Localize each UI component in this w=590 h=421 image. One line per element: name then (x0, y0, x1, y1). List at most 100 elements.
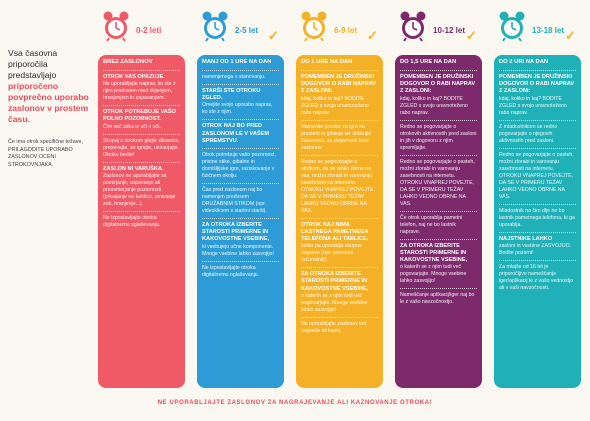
recommendation-row: Z mladostnikom se redno pogovarjajte o n… (499, 121, 576, 149)
recommendation-text: Otrok potrebuje vašo pozornost, pristne … (202, 152, 276, 180)
recommendation-text: Zaslonov ne uporabljajte za pomirjanje, … (103, 172, 176, 207)
age-label: 13-18 let (532, 26, 565, 35)
recommendation-text: o katerih se z njim tudi več pogovarjajt… (400, 264, 467, 285)
recommendation-row: Redno se pogovarjajte o pasteh, možni zl… (499, 149, 576, 205)
recommendation-row: Nameščanje aplikacij/iger naj bo le z va… (400, 289, 477, 309)
recommendation-row: OTROK NAJ NIMA LASTNEGA PAMETNEGA TELEFO… (301, 219, 378, 269)
alarm-clock-icon (400, 11, 426, 42)
age-label: 10-12 let (433, 26, 466, 35)
recommendation-row: ZA OTROKA IZBERITE STAROSTI PRIMERNE IN … (400, 240, 477, 290)
recommendation-title: STARŠI STE OTROKU ZGLED. (202, 88, 261, 102)
recommendation-row: Ne uporabljajte zaslonov kot nagrade ali… (301, 318, 378, 338)
recommendation-text: Redno se pogovarjajte s otrokom, da se l… (301, 158, 376, 214)
intro-panel: Vsa časovna priporočila predstavljajo pr… (8, 48, 94, 169)
recommendation-text: Ne izpostavljajte otroka digitalnemu ogl… (202, 264, 260, 278)
recommendation-text: o katerih se z njim tudi več pogovarjajt… (301, 292, 368, 313)
column-header: DO 1 URE NA DAN (301, 55, 378, 71)
recommendation-row: POMEMBEN JE DRUŽINSKI DOGOVOR O RABI NAP… (400, 71, 477, 121)
age-column: MANJ OD 1 URE NA DAN namenjenoga v stanov… (197, 55, 284, 388)
recommendation-text: kdaj, koliko in kaj? BODITE ZGLED s svoj… (499, 95, 567, 116)
check-icon: ✓ (565, 28, 576, 43)
check-icon: ✓ (466, 28, 477, 43)
recommendation-row: STARŠI STE OTROKU ZGLED. Omejite svojo up… (202, 85, 279, 121)
recommendation-row: ZASLON NI VARUŠKA. Zaslonov ne uporabljaj… (103, 163, 180, 212)
age-column: BREZ ZASLONOV OTROK VAS OPAZUJE. Ne uporab… (98, 55, 185, 388)
age-column: DO 1,5 URE NA DAN POMEMBEN JE DRUŽINSKI D… (395, 55, 482, 388)
recommendation-row: Ne izpostavljajte otroka digitalnemu ogl… (103, 212, 180, 232)
intro-note: Če ima otrok specifične težave, PRILAGOD… (8, 139, 83, 168)
recommendation-text: kdaj, koliko in kaj? BODITE ZGLED s svoj… (301, 95, 369, 116)
recommendation-title: POMEMBEN JE DRUŽINSKI DOGOVOR O RABI NAP… (499, 74, 575, 95)
recommendation-text: kdaj, koliko in kaj? BODITE ZGLED s svoj… (400, 95, 468, 116)
recommendation-text: Mladostnik na čim dlje ne bo lastnik pam… (499, 207, 575, 228)
recommendation-title: ZA OTROKA IZBERITE STAROSTI PRIMERNE IN … (301, 271, 369, 292)
recommendation-row: Skupaj z otrokom glejte slikanice, prepe… (103, 135, 180, 163)
recommendation-text: Ne izpostavljajte otroka digitalnemu ogl… (103, 214, 161, 228)
recommendation-text: Namenite prostor za igre na prostem in g… (301, 123, 372, 151)
recommendation-text: Ne uporabljajte naprav, ko ste z njim pr… (103, 81, 176, 102)
recommendation-text: Skupaj z otrokom glejte slikanice, prepe… (103, 137, 180, 158)
recommendation-row: Ne izpostavljajte otroka digitalnemu ogl… (202, 262, 279, 282)
age-label: 0-2 leti (136, 26, 162, 35)
column-header: DO 1,5 URE NA DAN (400, 55, 477, 71)
recommendation-row: Otrok potrebuje vašo pozornost, pristne … (202, 149, 279, 185)
recommendation-text: zasloni in vsebine ZASVOJIJO. Bodite poz… (499, 242, 572, 256)
recommendation-title: ZA OTROKA IZBERITE STAROSTI PRIMERNE IN … (202, 222, 270, 243)
footer-warning: NE UPORABLJAJTE ZASLONOV ZA NAGRAJEVANJE… (157, 400, 433, 406)
recommendation-text: namenjenoga v stanovanju. (202, 74, 266, 80)
recommendation-row: OTROK VAS OPAZUJE. Ne uporabljajte naprav… (103, 71, 180, 107)
recommendation-row: Če otrok uporablja pametni telefon, naj … (400, 212, 477, 240)
recommendation-text: Čas pred zaslonom naj bo namenjen predvs… (202, 187, 267, 215)
column-header: MANJ OD 1 URE NA DAN (202, 55, 279, 71)
age-column: DO 1 URE NA DAN POMEMBEN JE DRUŽINSKI DOG… (296, 55, 383, 388)
recommendation-title: NAJSTNIKE LAHKO (499, 235, 553, 242)
recommendation-text: Redno se pogovarjajte o pasteh, možni zl… (499, 151, 574, 200)
column-header: DO 2 URI NA DAN (499, 55, 576, 71)
recommendation-text: Čim več stika iz oči v oči. (103, 123, 161, 130)
recommendation-title: OTROK NAJ NIMA LASTNEGA PAMETNEGA TELEFO… (301, 221, 369, 243)
recommendation-row: Čas pred zaslonom naj bo namenjen predvs… (202, 184, 279, 220)
recommendation-text: Redno se pogovarjajte o otrokovih aktivn… (400, 123, 477, 151)
recommendation-title: POMEMBEN JE DRUŽINSKI DOGOVOR O RABI NAP… (301, 74, 377, 95)
recommendation-title: OTROK VAS OPAZUJE. (103, 74, 165, 80)
recommendation-title: OTROK POTREBUJE VAŠO POLNO POZORNOST. (103, 109, 176, 123)
recommendation-text: Če otrok uporablja pametni telefon, naj … (400, 214, 463, 235)
recommendation-row: Za mlajše od 16 let je priporočljivo nam… (499, 261, 576, 295)
recommendation-row: NAJSTNIKE LAHKO zasloni in vsebine ZASVOJ… (499, 233, 576, 261)
intro-lead: Vsa časovna priporočila predstavljajo (8, 48, 58, 80)
age-label: 2-5 let (235, 26, 259, 35)
recommendation-text: ki vsebujejo učne komponente. Mnoge vseb… (202, 243, 274, 257)
recommendation-row: Namenite prostor za igre na prostem in g… (301, 121, 378, 156)
recommendation-text: Za mlajše od 16 let je priporočljivo nam… (499, 263, 574, 291)
column-header: BREZ ZASLONOV (103, 55, 180, 71)
recommendation-row: Redno se pogovarjajte o otrokovih aktivn… (400, 121, 477, 156)
age-column: DO 2 URI NA DAN POMEMBEN JE DRUŽINSKI DOG… (494, 55, 581, 388)
recommendation-text: Ne uporabljajte zaslonov kot nagrade ali… (301, 320, 367, 334)
alarm-clock-icon (202, 11, 228, 42)
recommendation-row: POMEMBEN JE DRUŽINSKI DOGOVOR O RABI NAP… (499, 71, 576, 121)
alarm-clock-icon (103, 11, 129, 42)
check-icon: ✓ (268, 28, 279, 43)
recommendation-row: Redno se pogovarjajte o pasteh, možni zl… (400, 156, 477, 212)
recommendation-row: OTROK NAJ BO PRED ZASLONOM LE V VAŠEM SP… (202, 120, 279, 150)
recommendation-title: ZA OTROKA IZBERITE STAROSTI PRIMERNE IN … (400, 242, 468, 264)
recommendation-row: Redno se pogovarjajte s otrokom, da se l… (301, 156, 378, 219)
alarm-clock-icon (499, 11, 525, 42)
alarm-clock-icon (301, 11, 327, 42)
recommendation-text: lahko pa uporablja skupne naprave (npr. … (301, 243, 362, 264)
check-icon: ✓ (367, 28, 378, 43)
recommendation-row: ZA OTROKA IZBERITE STAROSTI PRIMERNE IN … (202, 219, 279, 262)
recommendation-title: POMEMBEN JE DRUŽINSKI DOGOVOR O RABI NAP… (400, 74, 476, 95)
recommendation-row: namenjenoga v stanovanju. (202, 71, 279, 85)
recommendation-text: Omejite svojo uporabo naprav, ko ste z n… (202, 102, 273, 116)
age-label: 6-9 let (334, 26, 358, 35)
recommendation-title: ZASLON NI VARUŠKA. (103, 165, 164, 172)
recommendation-text: Nameščanje aplikacij/iger naj bo le z va… (400, 292, 475, 306)
recommendation-row: POMEMBEN JE DRUŽINSKI DOGOVOR O RABI NAP… (301, 71, 378, 121)
recommendation-row: OTROK POTREBUJE VAŠO POLNO POZORNOST. Čim… (103, 106, 180, 135)
recommendation-row: ZA OTROKA IZBERITE STAROSTI PRIMERNE IN … (301, 268, 378, 318)
recommendation-text: Z mladostnikom se redno pogovarjajte o n… (499, 123, 558, 144)
recommendation-row: Mladostnik na čim dlje ne bo lastnik pam… (499, 205, 576, 233)
recommendation-title: OTROK NAJ BO PRED ZASLONOM LE V VAŠEM SP… (202, 123, 270, 144)
recommendation-text: Redno se pogovarjajte o pasteh, možni zl… (400, 158, 475, 207)
